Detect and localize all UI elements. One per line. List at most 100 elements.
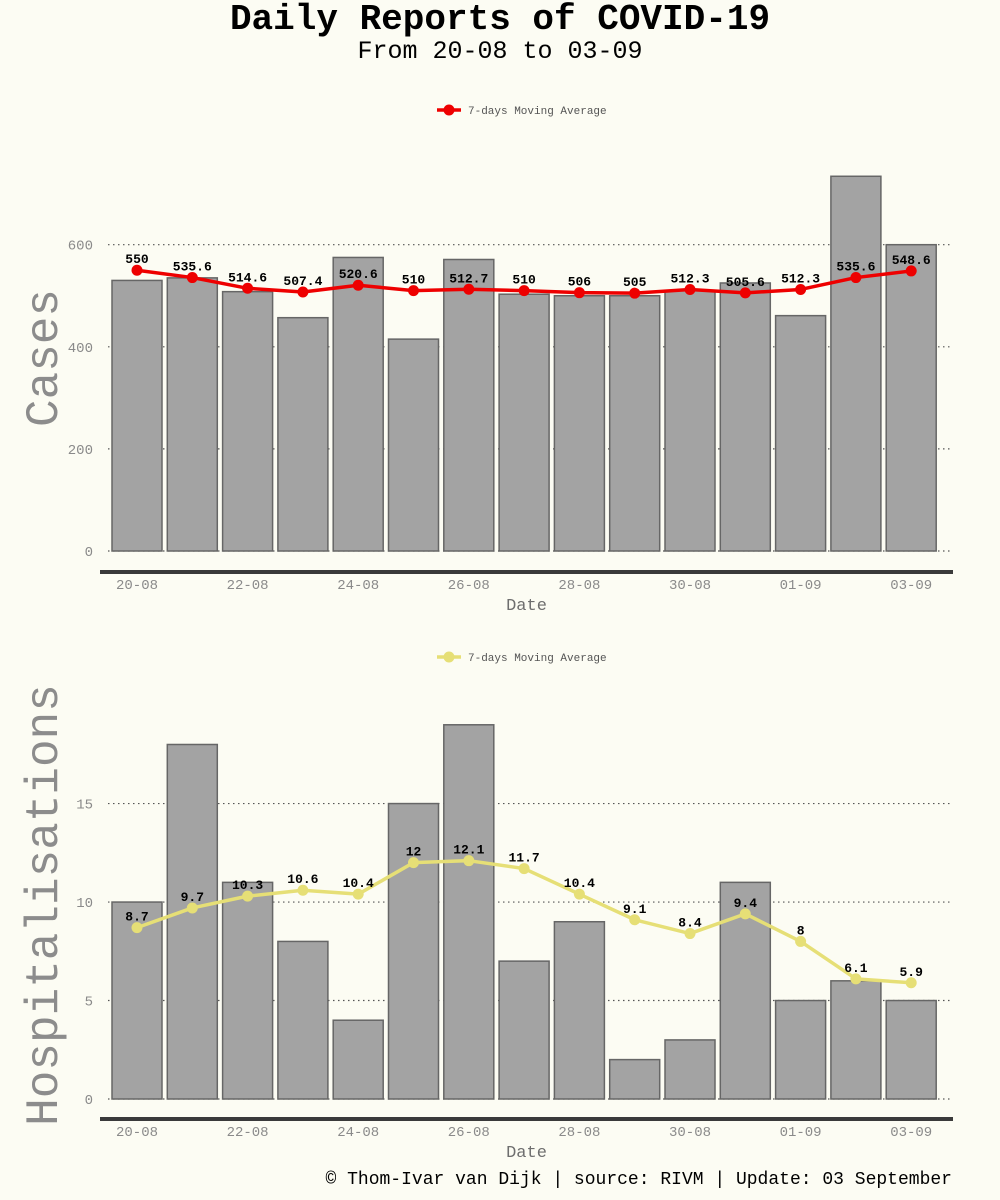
moving-average-point xyxy=(463,283,475,295)
data-label: 10.3 xyxy=(232,878,263,893)
bar xyxy=(111,901,163,1100)
x-tick-label: 26-08 xyxy=(448,578,490,594)
bar xyxy=(498,960,550,1100)
moving-average-point xyxy=(518,863,530,875)
x-tick-label: 20-08 xyxy=(116,578,158,594)
moving-average-point xyxy=(352,888,364,900)
data-label: 12 xyxy=(406,845,422,860)
moving-average-point xyxy=(131,264,143,276)
moving-average-point xyxy=(297,884,309,896)
bar xyxy=(221,881,274,1100)
data-label: 514.6 xyxy=(228,270,267,285)
chart-1: 0 200 400 600 Cases 550 535.6 514.6 507.4 520.6 51… xyxy=(19,104,953,616)
bar xyxy=(277,940,329,1100)
data-label: 10.4 xyxy=(343,876,374,891)
y-tick-label: 0 xyxy=(85,1093,93,1109)
bar xyxy=(664,1039,716,1100)
moving-average-point xyxy=(463,855,475,867)
bar xyxy=(443,258,495,552)
bar xyxy=(608,294,661,552)
data-label: 9.7 xyxy=(181,890,204,905)
bar xyxy=(387,338,440,552)
chart-title: Daily Reports of COVID-19 xyxy=(229,0,771,40)
moving-average-point xyxy=(629,287,641,299)
moving-average-point xyxy=(518,285,530,297)
y-tick-label: 400 xyxy=(68,341,93,357)
data-label: 535.6 xyxy=(173,260,212,275)
y-tick-label: 0 xyxy=(85,545,93,561)
data-label: 510 xyxy=(512,273,536,288)
data-label: 510 xyxy=(402,273,426,288)
data-label: 550 xyxy=(125,252,149,267)
bar xyxy=(166,277,219,552)
data-label: 520.6 xyxy=(339,267,378,282)
moving-average-point xyxy=(684,283,696,295)
data-label: 535.6 xyxy=(836,260,875,275)
x-tick-label: 22-08 xyxy=(227,578,269,594)
data-label: 10.6 xyxy=(287,872,318,887)
moving-average-point xyxy=(684,928,696,940)
moving-average-point xyxy=(905,977,917,989)
moving-average-point xyxy=(297,286,309,298)
x-tick-label: 26-08 xyxy=(448,1125,490,1141)
moving-average-point xyxy=(795,935,807,947)
x-tick-label: 20-08 xyxy=(116,1125,158,1141)
moving-average-point xyxy=(629,914,641,926)
moving-average-point xyxy=(850,272,862,284)
bar xyxy=(830,175,882,552)
data-label: 8.7 xyxy=(125,910,148,925)
x-tick-label: 28-08 xyxy=(558,578,600,594)
moving-average-point xyxy=(739,287,751,299)
bar xyxy=(885,999,937,1100)
x-tick-label: 22-08 xyxy=(227,1125,269,1141)
bar xyxy=(221,290,274,552)
legend-label: 7-days Moving Average xyxy=(468,653,607,665)
data-label: 5.9 xyxy=(899,965,923,980)
moving-average-point xyxy=(795,283,807,295)
moving-average-point xyxy=(905,265,917,277)
data-label: 12.1 xyxy=(453,843,484,858)
y-tick-label: 15 xyxy=(76,798,93,814)
x-tick-label: 03-09 xyxy=(890,578,932,594)
legend-marker xyxy=(443,104,455,116)
y-tick-label: 600 xyxy=(68,239,93,255)
data-label: 506 xyxy=(568,275,592,290)
x-tick-label: 30-08 xyxy=(669,1125,711,1141)
footer-credit: © Thom-Ivar van Dijk | source: RIVM | Up… xyxy=(325,1170,952,1190)
moving-average-point xyxy=(186,272,198,284)
y-tick-label: 10 xyxy=(76,896,93,912)
bar xyxy=(166,743,219,1100)
bar xyxy=(443,724,495,1100)
data-label: 548.6 xyxy=(892,253,931,268)
chart-subtitle: From 20-08 to 03-09 xyxy=(357,37,643,66)
legend-marker xyxy=(443,651,455,663)
x-tick-label: 03-09 xyxy=(890,1125,932,1141)
moving-average-point xyxy=(131,922,143,934)
chart-2: 0 5 10 15 Hospitalisations 8.7 9.7 10.3 10.6 10.4… xyxy=(19,651,953,1163)
x-tick-label: 28-08 xyxy=(558,1125,600,1141)
x-tick-label: 24-08 xyxy=(337,578,379,594)
data-label: 505 xyxy=(623,275,647,290)
bar xyxy=(277,316,329,552)
bar xyxy=(719,282,772,552)
moving-average-point xyxy=(573,888,585,900)
data-label: 512.3 xyxy=(781,271,820,286)
y-tick-label: 200 xyxy=(68,443,93,459)
x-tick-label: 01-09 xyxy=(780,1125,822,1141)
legend-label: 7-days Moving Average xyxy=(468,106,607,118)
moving-average-point xyxy=(573,287,585,299)
bar xyxy=(498,293,550,552)
data-label: 10.4 xyxy=(564,876,595,891)
bar xyxy=(830,980,882,1100)
data-label: 11.7 xyxy=(508,851,539,866)
x-tick-label: 30-08 xyxy=(669,578,711,594)
data-label: 6.1 xyxy=(844,961,868,976)
data-label: 507.4 xyxy=(283,274,322,289)
moving-average-point xyxy=(408,285,419,297)
bar xyxy=(332,1019,384,1100)
x-axis-label: Date xyxy=(506,597,547,616)
data-label: 8.4 xyxy=(678,916,702,931)
bar xyxy=(774,314,827,552)
x-tick-label: 24-08 xyxy=(337,1125,379,1141)
moving-average-point xyxy=(186,902,198,914)
